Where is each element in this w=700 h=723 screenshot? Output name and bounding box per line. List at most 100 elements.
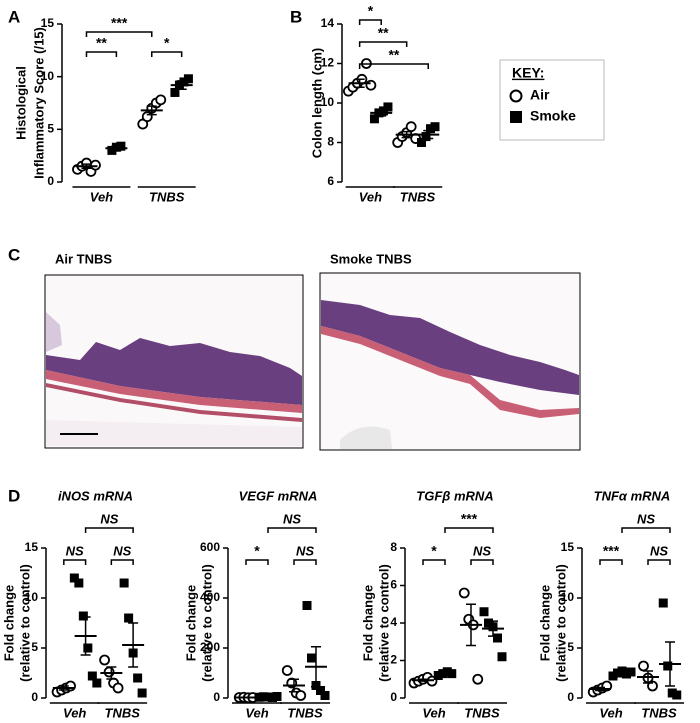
error-bar (665, 641, 675, 687)
significance-bracket (63, 559, 87, 565)
data-point (458, 587, 470, 599)
y-axis-label: Colon length (cm) (309, 48, 324, 159)
y-tick-label: 400 (200, 590, 220, 604)
y-axis-label: Fold change (183, 585, 198, 662)
error-bar (440, 671, 450, 676)
y-tick-label: 6 (390, 578, 397, 592)
data-point (295, 690, 307, 701)
y-tick-label: 600 (200, 540, 220, 554)
significance-label: ** (378, 25, 389, 41)
significance-bracket (358, 41, 408, 47)
error-bar (58, 685, 69, 691)
data-point (493, 633, 502, 643)
group-label: Veh (245, 705, 268, 720)
data-point (99, 654, 110, 666)
data-point (302, 601, 312, 610)
y-axis-label: Inflammatory Score (/15) (31, 27, 46, 179)
significance-bracket (444, 527, 494, 533)
legend-air-marker (509, 89, 523, 103)
data-point (472, 673, 484, 685)
y-axis-label: Histological (13, 66, 28, 140)
significance-label: NS (283, 511, 301, 526)
data-point (133, 673, 143, 683)
legend-title: KEY: (512, 65, 544, 81)
data-point (124, 613, 134, 623)
y-tick-label: 15 (561, 540, 575, 554)
data-point (405, 121, 417, 133)
legend-label: Air (530, 87, 550, 103)
data-point (69, 573, 79, 583)
error-bar (488, 620, 498, 637)
significance-bracket (85, 31, 153, 37)
significance-bracket (422, 559, 446, 565)
data-point (170, 87, 180, 97)
error-bar (376, 109, 387, 117)
group-label: Veh (359, 189, 382, 204)
significance-bracket (84, 527, 134, 533)
y-axis-label: (relative to control) (199, 564, 214, 682)
error-bar (595, 686, 605, 692)
data-point (430, 122, 440, 132)
significance-bracket (358, 63, 429, 69)
data-point (78, 611, 88, 621)
data-point (141, 111, 153, 123)
data-point (320, 691, 330, 700)
group-label: Veh (599, 705, 622, 720)
significance-bracket (358, 19, 382, 25)
y-tick-label: 10 (25, 590, 39, 604)
image-title: Air TNBS (55, 251, 112, 266)
data-point (307, 653, 316, 663)
significance-bracket (293, 559, 317, 565)
group-label: TNBS (149, 189, 185, 204)
y-tick-label: 0 (47, 174, 54, 188)
error-bar (289, 678, 299, 693)
y-tick-label: 200 (200, 640, 220, 654)
error-bar (311, 646, 321, 688)
significance-label: NS (473, 543, 491, 558)
y-tick-label: 0 (567, 690, 574, 704)
significance-label: * (254, 543, 260, 559)
panel-letter: B (290, 7, 302, 26)
y-tick-label: 0 (213, 690, 220, 704)
y-tick-label: 10 (41, 69, 55, 83)
histology-image (319, 272, 581, 451)
y-tick-label: 8 (390, 540, 397, 554)
group-label: Veh (90, 189, 113, 204)
y-tick-label: 5 (31, 640, 38, 654)
error-bar (81, 163, 92, 170)
significance-label: NS (100, 511, 118, 526)
y-axis-label: (relative to control) (553, 564, 568, 682)
y-tick-label: 4 (390, 615, 397, 629)
data-point (155, 94, 167, 106)
group-label: Veh (63, 705, 86, 720)
significance-bracket (599, 559, 623, 565)
data-point (369, 114, 379, 124)
data-point (316, 686, 325, 695)
significance-label: ** (96, 35, 107, 51)
data-point (479, 607, 489, 617)
y-tick-label: 5 (567, 640, 574, 654)
error-bar (263, 696, 273, 698)
significance-label: NS (113, 543, 131, 558)
significance-label: NS (650, 543, 668, 558)
error-bar (423, 129, 434, 140)
error-bar (354, 78, 365, 88)
chart-title: VEGF mRNA (239, 488, 318, 503)
data-point (365, 79, 377, 91)
significance-bracket (647, 559, 671, 565)
significance-label: *** (461, 511, 478, 527)
data-point (672, 690, 682, 700)
data-point (74, 578, 84, 588)
data-point (112, 682, 124, 694)
image-title: Smoke TNBS (330, 251, 412, 266)
panel-letter: A (8, 7, 20, 26)
data-point (137, 688, 147, 698)
chart-title: TGFβ mRNA (416, 488, 493, 503)
y-axis-label: Fold change (360, 585, 375, 662)
significance-label: * (164, 35, 170, 51)
error-bar (466, 603, 476, 647)
data-point (421, 132, 431, 142)
significance-bracket (267, 527, 317, 533)
y-tick-label: 0 (31, 690, 38, 704)
